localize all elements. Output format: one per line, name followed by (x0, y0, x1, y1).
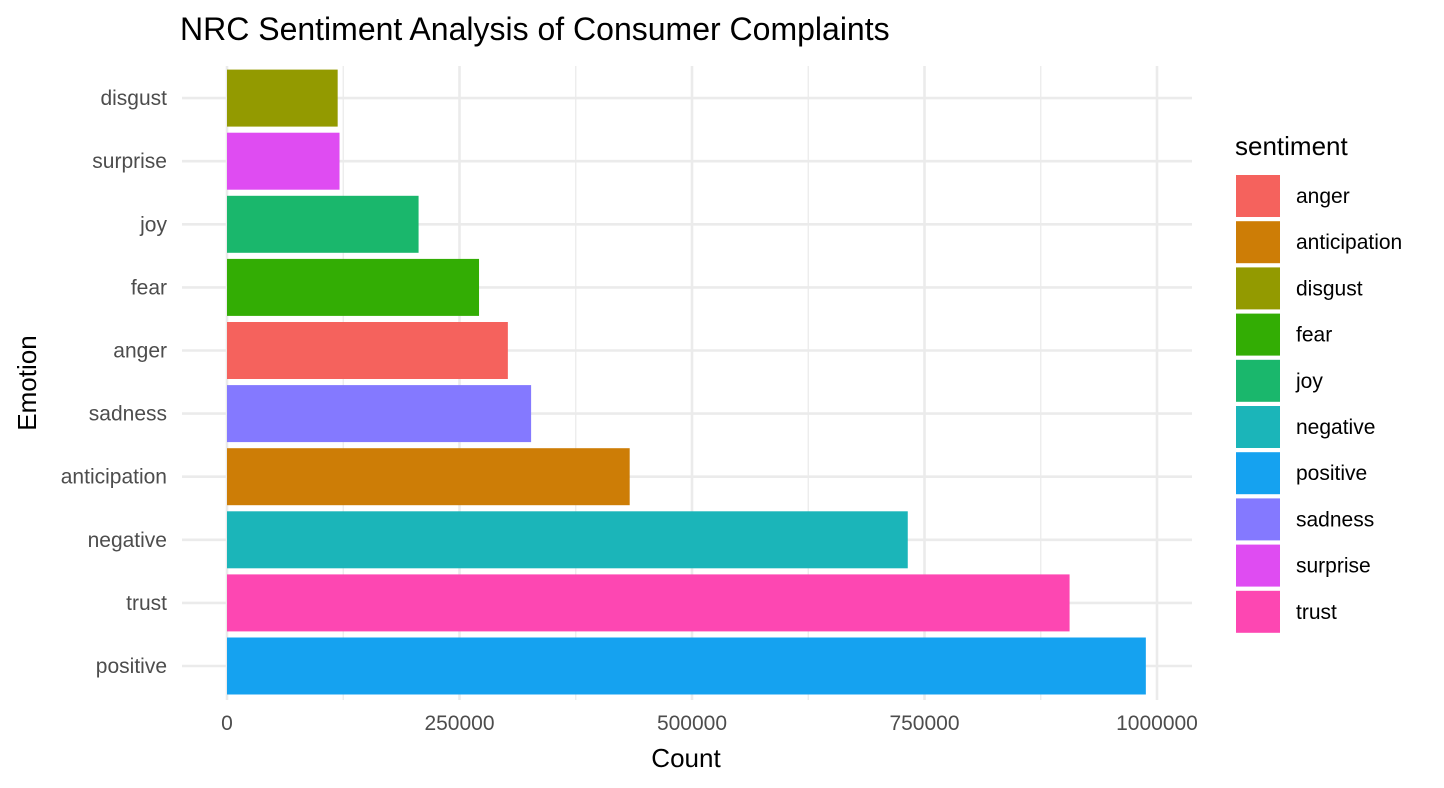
bar-sadness (227, 385, 532, 443)
bar-fear (227, 258, 480, 316)
legend-label-anger: anger (1296, 185, 1350, 208)
x-tick-label: 500000 (657, 712, 727, 735)
bar-joy (227, 195, 419, 253)
y-tick-label-disgust: disgust (100, 87, 167, 110)
y-axis-title: Emotion (12, 335, 42, 430)
legend-entry-fear: fear (1236, 313, 1332, 356)
y-tick-label-sadness: sadness (89, 403, 167, 426)
bar-trust (227, 574, 1070, 632)
bar-negative (227, 511, 908, 569)
bar-positive (227, 637, 1146, 695)
chart-title: NRC Sentiment Analysis of Consumer Compl… (180, 11, 890, 47)
legend-label-fear: fear (1296, 324, 1332, 347)
x-axis-title: Count (651, 743, 721, 773)
bar-anger (227, 322, 508, 379)
y-tick-label-anticipation: anticipation (61, 466, 167, 489)
x-tick-label: 1000000 (1116, 712, 1198, 735)
legend-entry-sadness: sadness (1236, 498, 1374, 541)
legend-swatch-anticipation (1236, 221, 1280, 264)
legend-swatch-anger (1236, 175, 1280, 217)
legend: sentiment anger anticipation disgust fear jo… (1235, 131, 1402, 633)
legend-label-sadness: sadness (1296, 508, 1374, 531)
y-tick-label-surprise: surprise (92, 150, 167, 173)
x-tick-label: 0 (221, 712, 233, 735)
legend-items: anger anticipation disgust fear joy negative p… (1236, 175, 1402, 633)
legend-entry-anger: anger (1236, 175, 1350, 217)
bar-anticipation (227, 448, 630, 506)
legend-entry-joy: joy (1236, 359, 1323, 402)
legend-swatch-fear (1236, 313, 1280, 356)
legend-entry-surprise: surprise (1236, 544, 1371, 587)
x-axis-tick-labels: 0 250000 500000 750000 1000000 (221, 712, 1198, 735)
legend-entry-positive: positive (1236, 452, 1367, 495)
legend-entry-disgust: disgust (1236, 267, 1363, 310)
y-tick-label-joy: joy (139, 213, 167, 236)
legend-swatch-negative (1236, 406, 1280, 448)
legend-entry-trust: trust (1236, 590, 1337, 633)
legend-swatch-joy (1236, 359, 1280, 402)
legend-entry-anticipation: anticipation (1236, 221, 1402, 264)
legend-label-negative: negative (1296, 416, 1375, 439)
legend-swatch-positive (1236, 452, 1280, 495)
legend-swatch-surprise (1236, 544, 1280, 587)
legend-label-joy: joy (1295, 370, 1323, 393)
x-tick-label: 250000 (424, 712, 494, 735)
legend-label-trust: trust (1296, 601, 1337, 624)
legend-title: sentiment (1235, 131, 1348, 161)
y-tick-label-trust: trust (126, 592, 167, 615)
legend-swatch-trust (1236, 590, 1280, 633)
x-tick-label: 750000 (889, 712, 959, 735)
y-tick-label-anger: anger (113, 340, 167, 363)
y-axis-tick-labels: positive trust negative anticipation sadness… (61, 87, 168, 678)
legend-label-surprise: surprise (1296, 555, 1371, 578)
y-tick-label-negative: negative (88, 529, 167, 552)
legend-entry-negative: negative (1236, 406, 1375, 448)
legend-swatch-sadness (1236, 498, 1280, 541)
legend-label-anticipation: anticipation (1296, 231, 1402, 254)
y-tick-label-fear: fear (131, 276, 167, 299)
y-tick-label-positive: positive (96, 655, 167, 678)
legend-swatch-disgust (1236, 267, 1280, 310)
bar-surprise (227, 132, 340, 190)
legend-label-disgust: disgust (1296, 277, 1363, 300)
bars (227, 69, 1146, 695)
legend-label-positive: positive (1296, 462, 1367, 485)
bar-disgust (227, 69, 338, 127)
